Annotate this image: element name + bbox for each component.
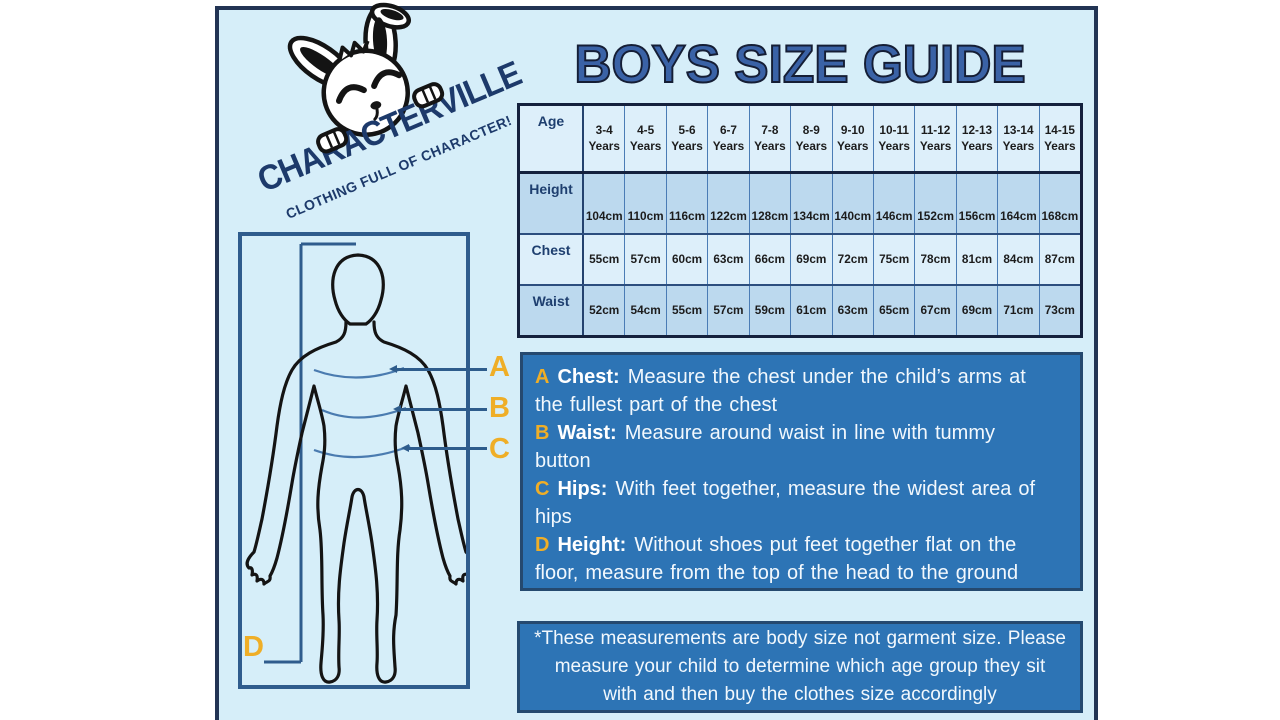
body-diagram	[238, 232, 470, 689]
size-note: *These measurements are body size not ga…	[517, 621, 1083, 713]
chest-value: 69cm	[791, 235, 833, 284]
height-value: 156cm	[957, 174, 999, 233]
height-value: 140cm	[833, 174, 874, 233]
height-value: 164cm	[998, 174, 1040, 233]
table-row-height: Height 104cm 110cm 116cm 122cm 128cm 134…	[520, 174, 1080, 235]
height-value: 122cm	[708, 174, 750, 233]
body-outline-figure	[245, 242, 466, 684]
waist-value: 52cm	[584, 286, 626, 335]
instruction-text: Without shoes put feet together flat on …	[535, 534, 1019, 584]
waist-value: 63cm	[833, 286, 874, 335]
marker-b: B	[489, 392, 510, 424]
row-label-waist: Waist	[520, 286, 584, 335]
height-value: 146cm	[874, 174, 916, 233]
waist-value: 69cm	[957, 286, 999, 335]
instruction-text: With feet together, measure the widest a…	[535, 478, 1036, 528]
bunny-paw-icon	[316, 127, 349, 154]
age-col: 11-12 Years	[915, 106, 957, 171]
instruction-name: Chest:	[557, 366, 620, 388]
age-col: 3-4 Years	[584, 106, 626, 171]
height-value: 128cm	[750, 174, 792, 233]
table-row-chest: Chest 55cm 57cm 60cm 63cm 66cm 69cm 72cm…	[520, 235, 1080, 286]
chest-value: 57cm	[625, 235, 667, 284]
bunny-paw-icon	[412, 82, 445, 109]
marker-c: C	[489, 433, 510, 465]
instruction-key: A	[535, 366, 550, 388]
chest-value: 55cm	[584, 235, 626, 284]
age-col: 7-8 Years	[750, 106, 792, 171]
instruction-key: B	[535, 422, 550, 444]
height-value: 116cm	[667, 174, 709, 233]
age-col: 4-5 Years	[625, 106, 667, 171]
waist-value: 57cm	[708, 286, 750, 335]
instruction-name: Hips:	[557, 478, 608, 500]
chest-value: 78cm	[915, 235, 957, 284]
height-value: 104cm	[584, 174, 626, 233]
waist-leader-line	[393, 405, 487, 413]
chest-value: 60cm	[667, 235, 709, 284]
instruction-name: Height:	[557, 534, 627, 556]
height-value: 110cm	[625, 174, 667, 233]
waist-value: 55cm	[667, 286, 709, 335]
chest-value: 63cm	[708, 235, 750, 284]
waist-value: 73cm	[1044, 302, 1075, 317]
instruction-waist: B Waist: Measure around waist in line with…	[535, 419, 1068, 475]
size-table: Age 3-4 Years 4-5 Years 5-6 Years 6-7 Ye…	[517, 103, 1083, 338]
instruction-chest: A Chest: Measure the chest under the child…	[535, 363, 1068, 419]
row-label-chest: Chest	[520, 235, 584, 284]
size-note-text: *These measurements are body size not ga…	[534, 628, 1066, 705]
age-col: 12-13 Years	[957, 106, 999, 171]
marker-a: A	[489, 351, 510, 383]
instruction-hips: C Hips: With feet together, measure the wi…	[535, 475, 1068, 531]
age-col: 6-7 Years	[708, 106, 750, 171]
marker-d: D	[243, 631, 264, 663]
instruction-text: Measure the chest under the child’s arms…	[535, 366, 1026, 416]
height-value: 168cm	[1041, 208, 1079, 223]
page-title: BOYS SIZE GUIDE	[573, 34, 1026, 95]
instruction-text: Measure around waist in line with tummy …	[535, 422, 995, 472]
instruction-key: D	[535, 534, 550, 556]
bunny-mascot-icon	[287, 2, 412, 137]
age-col: 9-10 Years	[833, 106, 874, 171]
chest-value: 66cm	[750, 235, 792, 284]
measurement-instructions: A Chest: Measure the chest under the child…	[520, 352, 1083, 591]
waist-value: 67cm	[915, 286, 957, 335]
waist-value: 65cm	[874, 286, 916, 335]
chest-value: 72cm	[833, 235, 874, 284]
instruction-name: Waist:	[557, 422, 617, 444]
instruction-key: C	[535, 478, 550, 500]
height-value: 134cm	[791, 174, 833, 233]
age-col: 13-14 Years	[998, 106, 1040, 171]
row-label-age: Age	[520, 106, 584, 171]
chest-value: 81cm	[957, 235, 999, 284]
waist-value: 54cm	[625, 286, 667, 335]
brand-logo: CHARACTERVILLE CLOTHING FULL OF CHARACTE…	[252, 2, 555, 227]
height-value: 152cm	[915, 174, 957, 233]
age-col: 8-9 Years	[791, 106, 833, 171]
hips-leader-line	[401, 444, 487, 452]
waist-value: 61cm	[791, 286, 833, 335]
waist-value: 59cm	[750, 286, 792, 335]
row-label-height: Height	[520, 174, 584, 233]
age-col: 10-11 Years	[874, 106, 916, 171]
table-row-age: Age 3-4 Years 4-5 Years 5-6 Years 6-7 Ye…	[520, 106, 1080, 174]
age-col: 5-6 Years	[667, 106, 709, 171]
chest-value: 75cm	[874, 235, 916, 284]
table-row-waist: Waist 52cm 54cm 55cm 57cm 59cm 61cm 63cm…	[520, 286, 1080, 335]
chest-leader-line	[389, 365, 487, 373]
age-col: 14-15 Years	[1044, 123, 1076, 153]
chest-value: 87cm	[1044, 251, 1075, 266]
waist-value: 71cm	[998, 286, 1040, 335]
instruction-height: D Height: Without shoes put feet together …	[535, 531, 1068, 587]
chest-value: 84cm	[998, 235, 1040, 284]
